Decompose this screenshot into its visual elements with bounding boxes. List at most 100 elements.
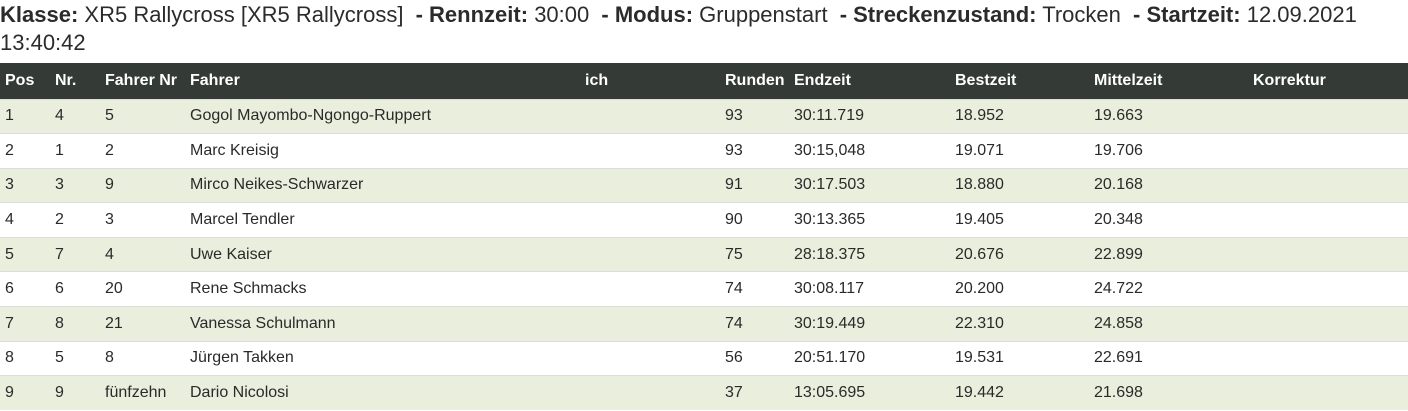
cell-fahrer-nr: 21 [105, 314, 123, 332]
table-row: 7 8 21 Vanessa Schulmann 74 30:19.449 22.310 24… [0, 306, 1408, 342]
column-header-pos[interactable]: Pos [5, 71, 35, 89]
cell-korrektur [1248, 376, 1408, 411]
table-row: 9 9 fünfzehn Dario Nicolosi 37 13:05.695 19.44… [0, 375, 1408, 411]
cell-nr: 4 [55, 107, 64, 125]
cell-nr: 2 [55, 211, 64, 229]
cell-korrektur [1248, 99, 1408, 134]
cell-runden: 75 [725, 245, 743, 263]
cell-fahrer-nr: fünfzehn [105, 384, 167, 402]
column-header-endzeit[interactable]: Endzeit [794, 71, 851, 89]
cell-endzeit: 30:13.365 [794, 211, 866, 229]
column-header-bestzeit[interactable]: Bestzeit [955, 71, 1017, 89]
table-row: 8 5 8 Jürgen Takken 56 20:51.170 19.531 22.691 [0, 341, 1408, 376]
table-row: 1 4 5 Gogol Mayombo-Ngongo-Ruppert 93 30:11.7… [0, 99, 1408, 134]
column-header-fahrer[interactable]: Fahrer [190, 71, 240, 89]
cell-pos: 5 [5, 245, 14, 263]
cell-korrektur [1248, 203, 1408, 238]
column-header-nr[interactable]: Nr. [55, 71, 77, 89]
cell-runden: 74 [725, 280, 743, 298]
cell-fahrer: Mirco Neikes-Schwarzer [190, 176, 364, 194]
cell-fahrer: Uwe Kaiser [190, 245, 272, 263]
cell-mittelzeit: 24.858 [1094, 314, 1143, 332]
table-row: 3 3 9 Mirco Neikes-Schwarzer 91 30:17.503 18.8… [0, 168, 1408, 203]
cell-pos: 9 [5, 384, 14, 402]
cell-nr: 9 [55, 384, 64, 402]
cell-fahrer: Marc Kreisig [190, 141, 279, 159]
cell-nr: 6 [55, 280, 64, 298]
cell-korrektur [1248, 237, 1408, 272]
cell-mittelzeit: 20.348 [1094, 211, 1143, 229]
cell-korrektur [1248, 134, 1408, 169]
rennzeit-label: - Rennzeit: [415, 2, 529, 27]
cell-ich [580, 341, 720, 376]
streckenzustand-label: - Streckenzustand: [839, 2, 1037, 27]
column-header-mittelzeit[interactable]: Mittelzeit [1094, 71, 1163, 89]
table-row: 5 7 4 Uwe Kaiser 75 28:18.375 20.676 22.899 [0, 237, 1408, 272]
cell-fahrer-nr: 2 [105, 141, 114, 159]
cell-fahrer: Marcel Tendler [190, 211, 295, 229]
cell-mittelzeit: 20.168 [1094, 176, 1143, 194]
streckenzustand-value: Trocken [1042, 2, 1121, 27]
cell-fahrer-nr: 4 [105, 245, 114, 263]
cell-endzeit: 28:18.375 [794, 245, 866, 263]
cell-bestzeit: 19.405 [955, 211, 1004, 229]
cell-fahrer-nr: 20 [105, 280, 123, 298]
cell-runden: 91 [725, 176, 743, 194]
cell-nr: 3 [55, 176, 64, 194]
cell-runden: 37 [725, 384, 743, 402]
cell-bestzeit: 22.310 [955, 314, 1004, 332]
cell-pos: 7 [5, 314, 14, 332]
table-row: 6 6 20 Rene Schmacks 74 30:08.117 20.200 24.722 [0, 271, 1408, 307]
cell-korrektur [1248, 341, 1408, 376]
cell-fahrer-nr: 5 [105, 107, 114, 125]
cell-ich [580, 307, 720, 342]
race-info-header: Klasse: XR5 Rallycross [XR5 Rallycross] … [0, 0, 1400, 57]
cell-ich [580, 376, 720, 411]
table-row: 2 1 2 Marc Kreisig 93 30:15,048 19.071 19.706 [0, 133, 1408, 169]
results-table: Pos Nr. Fahrer Nr Fahrer ich Runden Endz… [0, 63, 1408, 411]
cell-ich [580, 272, 720, 307]
cell-fahrer-nr: 9 [105, 176, 114, 194]
cell-bestzeit: 20.676 [955, 245, 1004, 263]
column-header-fahrer-nr[interactable]: Fahrer Nr [105, 71, 178, 89]
cell-nr: 7 [55, 245, 64, 263]
cell-bestzeit: 18.880 [955, 176, 1004, 194]
cell-ich [580, 203, 720, 238]
klasse-label: Klasse: [0, 2, 79, 27]
cell-fahrer: Jürgen Takken [190, 349, 294, 367]
cell-pos: 2 [5, 141, 14, 159]
results-body: 1 4 5 Gogol Mayombo-Ngongo-Ruppert 93 30:11.7… [0, 99, 1408, 411]
cell-ich [580, 134, 720, 169]
cell-runden: 90 [725, 211, 743, 229]
cell-pos: 3 [5, 176, 14, 194]
cell-endzeit: 20:51.170 [794, 349, 866, 367]
cell-pos: 4 [5, 211, 14, 229]
cell-ich [580, 237, 720, 272]
cell-endzeit: 30:11.719 [794, 107, 864, 125]
cell-pos: 1 [5, 107, 14, 125]
rennzeit-value: 30:00 [534, 2, 590, 27]
cell-korrektur [1248, 307, 1408, 342]
cell-pos: 8 [5, 349, 14, 367]
cell-bestzeit: 19.442 [955, 384, 1004, 402]
modus-label: - Modus: [601, 2, 694, 27]
cell-endzeit: 30:08.117 [794, 280, 864, 298]
cell-fahrer: Dario Nicolosi [190, 384, 289, 402]
cell-ich [580, 168, 720, 203]
cell-fahrer-nr: 8 [105, 349, 114, 367]
table-row: 4 2 3 Marcel Tendler 90 30:13.365 19.405 20.348 [0, 202, 1408, 238]
cell-endzeit: 30:19.449 [794, 314, 866, 332]
column-header-korrektur[interactable]: Korrektur [1253, 71, 1326, 89]
cell-mittelzeit: 21.698 [1094, 384, 1143, 402]
cell-fahrer-nr: 3 [105, 211, 114, 229]
cell-bestzeit: 20.200 [955, 280, 1004, 298]
cell-korrektur [1248, 272, 1408, 307]
cell-fahrer: Gogol Mayombo-Ngongo-Ruppert [190, 107, 432, 125]
cell-pos: 6 [5, 280, 14, 298]
column-header-ich[interactable]: ich [585, 71, 609, 89]
startzeit-value: 12.09.2021 13:40:42 [0, 2, 1357, 55]
cell-mittelzeit: 24.722 [1094, 280, 1143, 298]
cell-runden: 93 [725, 107, 743, 125]
cell-nr: 1 [55, 141, 64, 159]
column-header-runden[interactable]: Runden [725, 71, 785, 89]
